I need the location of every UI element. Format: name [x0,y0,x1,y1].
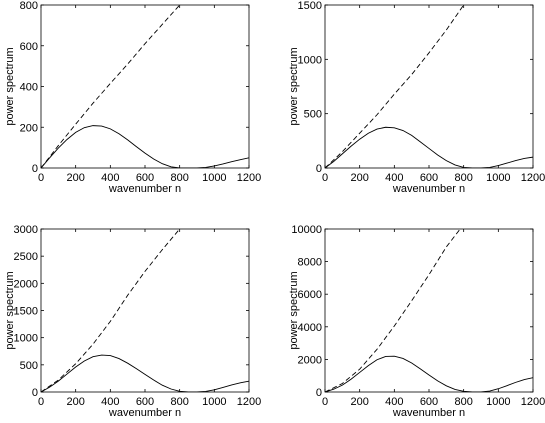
axes-box [324,228,534,393]
x-tick-label: 1000 [486,396,510,408]
x-tick-label: 800 [170,172,188,184]
y-tick-label: 4000 [298,322,322,334]
x-tick-label: 0 [322,396,328,408]
x-tick-label: 400 [101,396,119,408]
series-line-solid [41,125,249,168]
x-tick-label: 200 [350,172,368,184]
y-tick-label: 0 [316,163,322,175]
series-line-solid [325,355,533,392]
y-tick-label: 2000 [14,278,38,290]
series-line-dashed [41,5,181,168]
x-tick-label: 1200 [237,396,261,408]
x-tick-label: 200 [66,172,84,184]
x-tick-label: 600 [136,396,154,408]
y-tick-label: 500 [20,360,38,372]
y-tick-label: 200 [20,122,38,134]
y-tick-label: 500 [304,109,322,121]
x-tick-label: 600 [420,172,438,184]
chart-panel-3: 0 200 400 600 800 1000 1200 0 500 1000 1500 2000 250… [4,224,261,419]
y-tick-label: 0 [32,163,38,175]
x-axis-label: wavenumber n [108,183,181,195]
chart-panel-2: 0 200 400 600 800 1000 1200 0 500 1000 1500 wavenum… [288,0,545,195]
x-tick-label: 800 [454,396,472,408]
x-tick-label: 0 [38,396,44,408]
y-tick-label: 1500 [14,306,38,318]
axes-box [324,4,534,169]
y-tick-label: 400 [20,82,38,94]
x-tick-label: 1000 [202,396,226,408]
x-tick-label: 1000 [486,172,510,184]
x-tick-label: 0 [322,172,328,184]
y-tick-label: 10000 [291,224,322,236]
x-tick-label: 800 [454,172,472,184]
y-tick-label: 8000 [298,257,322,269]
x-axis-label: wavenumber n [392,407,465,418]
y-tick-label: 1000 [14,333,38,345]
x-tick-label: 400 [101,172,119,184]
x-tick-label: 200 [66,396,84,408]
y-tick-label: 6000 [298,289,322,301]
y-tick-label: 600 [20,41,38,53]
x-tick-label: 600 [136,172,154,184]
y-axis-label: power spectrum [4,47,16,125]
axes-box [40,228,250,393]
x-tick-label: 0 [38,172,44,184]
chart-panel-4: 0 200 400 600 800 1000 1200 0 2000 4000 6000 8000 10… [288,224,545,419]
y-axis-label: power spectrum [4,271,16,349]
series-line-solid [41,354,249,392]
x-tick-label: 1200 [521,396,545,408]
x-tick-label: 1000 [202,172,226,184]
series-line-solid [325,126,533,168]
axes-box [40,4,250,169]
y-axis-label: power spectrum [288,47,300,125]
y-tick-label: 0 [32,387,38,399]
series-line-dashed [325,5,465,168]
x-tick-label: 200 [350,396,368,408]
x-tick-label: 1200 [521,172,545,184]
x-tick-label: 600 [420,396,438,408]
y-tick-label: 2500 [14,251,38,263]
series-line-dashed [325,229,461,392]
y-tick-label: 0 [316,387,322,399]
series-line-dashed [41,229,181,392]
y-tick-label: 1000 [298,54,322,66]
x-axis-label: wavenumber n [392,183,465,195]
x-tick-label: 400 [385,396,403,408]
x-tick-label: 400 [385,172,403,184]
chart-panel-1: 0 200 400 600 800 1000 12000200400600800wavenu… [4,0,261,195]
y-tick-label: 3000 [14,224,38,236]
y-tick-label: 800 [20,0,38,12]
y-axis-label: power spectrum [288,271,300,349]
x-tick-label: 800 [170,396,188,408]
y-tick-label: 1500 [298,0,322,12]
x-axis-label: wavenumber n [108,407,181,418]
y-tick-label: 2000 [298,354,322,366]
x-tick-label: 1200 [237,172,261,184]
